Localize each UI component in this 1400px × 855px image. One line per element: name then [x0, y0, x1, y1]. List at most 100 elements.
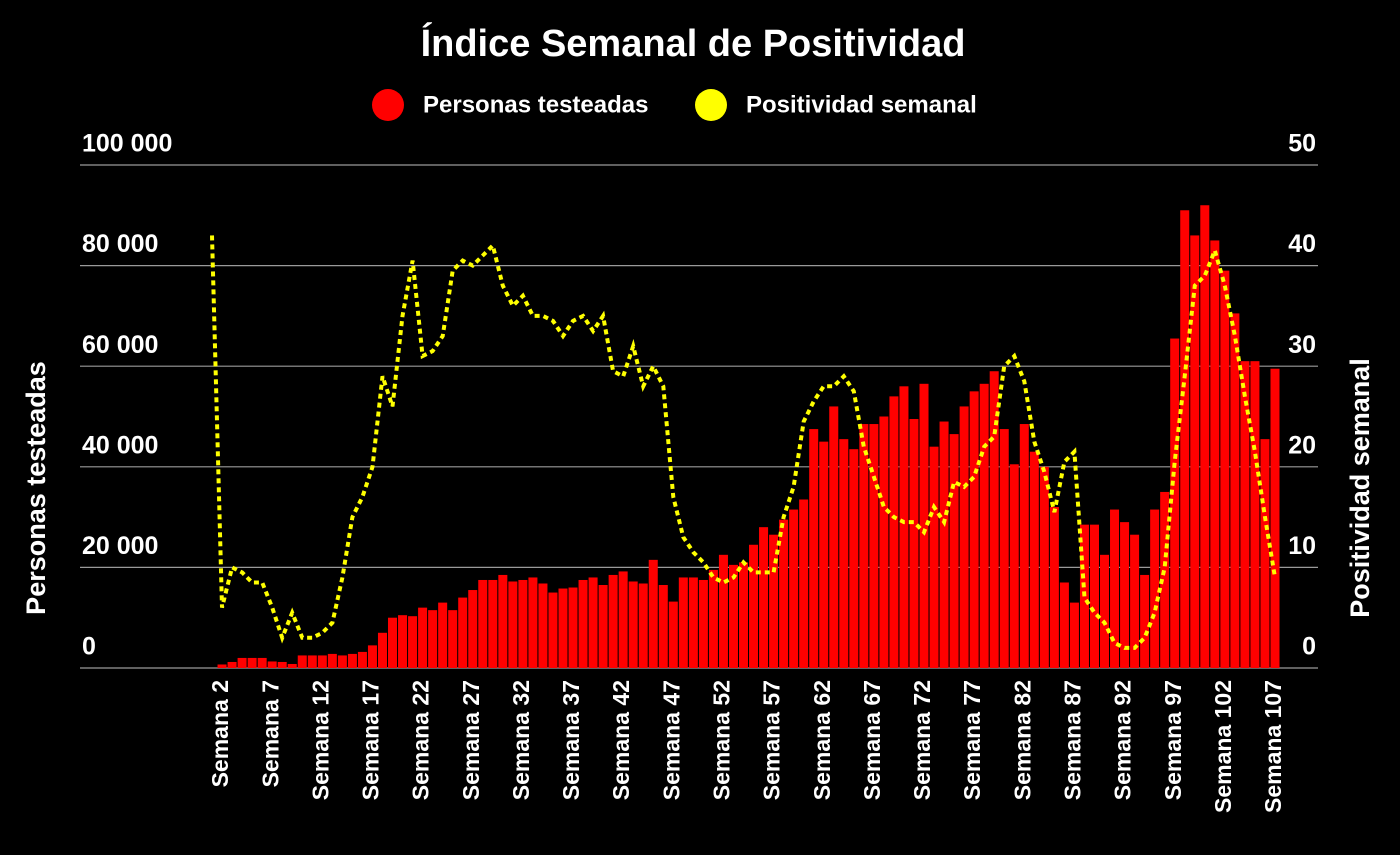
- bar: [247, 657, 257, 668]
- bar: [357, 651, 367, 668]
- bar: [749, 544, 759, 668]
- x-tick-label: Semana 72: [909, 680, 935, 800]
- bar: [819, 441, 829, 668]
- x-tick-label: Semana 37: [558, 680, 584, 800]
- bar: [1009, 464, 1019, 668]
- bar: [277, 661, 287, 668]
- bar: [418, 607, 428, 668]
- x-tick-label: Semana 2: [207, 680, 233, 787]
- y-tick-label: 100 000: [82, 130, 172, 158]
- legend-label: Positividad semanal: [746, 91, 977, 118]
- bar: [1260, 439, 1270, 668]
- bar: [849, 449, 859, 668]
- x-tick-label: Semana 87: [1060, 680, 1086, 800]
- bar: [829, 406, 839, 668]
- bar: [1059, 582, 1069, 668]
- bar: [388, 617, 398, 668]
- x-tick-label: Semana 47: [658, 680, 684, 800]
- bar: [377, 632, 388, 668]
- bar: [1140, 574, 1150, 668]
- bar: [959, 406, 969, 668]
- bar: [438, 602, 448, 668]
- bar: [488, 579, 498, 668]
- bar: [1210, 240, 1220, 668]
- bar: [779, 519, 789, 668]
- bar: [1160, 491, 1170, 668]
- bar: [1130, 534, 1140, 668]
- bar: [789, 509, 799, 668]
- bar: [718, 554, 728, 668]
- x-tick-label: Semana 7: [257, 680, 283, 787]
- y2-tick-label: 20: [1288, 431, 1316, 459]
- x-tick-label: Semana 92: [1110, 680, 1136, 800]
- bar: [217, 664, 227, 668]
- y2-tick-label: 50: [1288, 130, 1316, 158]
- y2-tick-label: 40: [1288, 230, 1316, 258]
- bar: [899, 386, 909, 668]
- bar: [1029, 451, 1039, 668]
- bar: [498, 574, 508, 668]
- y-tick-label: 40 000: [82, 431, 158, 459]
- bar: [929, 446, 939, 668]
- bar: [909, 419, 919, 668]
- bar: [327, 653, 337, 668]
- x-tick-label: Semana 17: [358, 680, 384, 800]
- bar: [889, 396, 899, 668]
- bar: [1220, 270, 1230, 668]
- bar: [809, 429, 819, 668]
- bar: [1039, 466, 1049, 668]
- y-axis-title: Personas testeadas: [21, 361, 51, 615]
- bar: [1180, 210, 1190, 668]
- bar: [678, 577, 688, 668]
- y-tick-label: 0: [82, 633, 96, 661]
- bar: [558, 588, 568, 668]
- bar: [227, 661, 237, 668]
- bar: [979, 383, 989, 668]
- bar: [257, 657, 267, 668]
- bar: [759, 527, 769, 668]
- x-tick-label: Semana 27: [458, 680, 484, 800]
- bar: [588, 577, 598, 668]
- bar: [1230, 313, 1240, 668]
- legend-marker: [695, 89, 727, 121]
- bar: [1250, 361, 1260, 668]
- bar: [939, 421, 949, 668]
- bar: [367, 645, 377, 668]
- y2-tick-label: 30: [1288, 331, 1316, 359]
- bar: [728, 564, 738, 668]
- bar: [1099, 554, 1110, 668]
- x-tick-label: Semana 97: [1160, 680, 1186, 800]
- bar: [297, 655, 307, 668]
- bar: [337, 655, 347, 668]
- x-tick-label: Semana 57: [759, 680, 785, 800]
- bar: [839, 439, 849, 668]
- x-tick-label: Semana 107: [1260, 680, 1286, 813]
- bar: [508, 581, 518, 668]
- y-tick-label: 20 000: [82, 532, 158, 560]
- bar: [668, 601, 678, 668]
- bar: [859, 424, 869, 668]
- bar: [1089, 524, 1099, 668]
- bar: [969, 391, 979, 668]
- bar: [237, 657, 247, 668]
- bar: [528, 577, 538, 668]
- bar: [307, 655, 317, 668]
- bar: [458, 597, 468, 668]
- bar: [448, 610, 458, 668]
- bar: [267, 661, 277, 668]
- bar: [598, 585, 608, 668]
- y2-tick-label: 10: [1288, 532, 1316, 560]
- bar: [548, 592, 558, 668]
- bar: [317, 655, 327, 668]
- bar: [999, 429, 1009, 668]
- legend-label: Personas testeadas: [423, 91, 648, 118]
- bar: [688, 577, 698, 668]
- bar: [879, 416, 889, 668]
- chart-title: Índice Semanal de Positividad: [421, 21, 966, 65]
- bar: [1150, 509, 1160, 668]
- x-tick-label: Semana 82: [1009, 680, 1035, 800]
- x-tick-label: Semana 32: [508, 680, 534, 800]
